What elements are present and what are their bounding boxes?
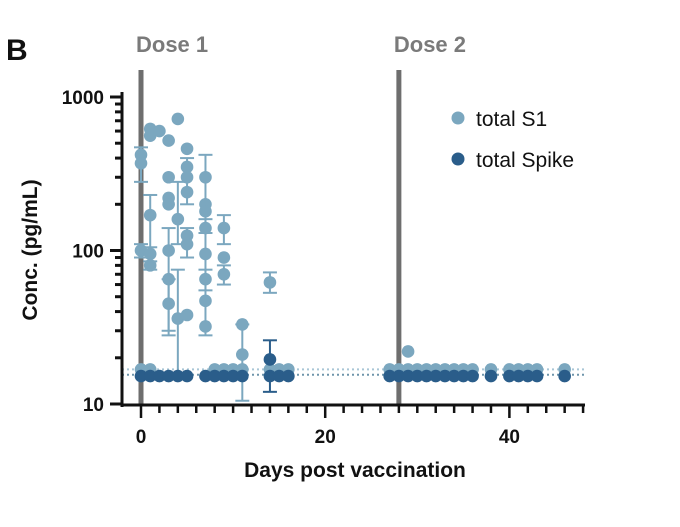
data-point-total-s1 xyxy=(180,160,194,174)
data-point-total-spike xyxy=(236,369,249,383)
data-point-total-s1 xyxy=(171,212,185,226)
dose-label-1: Dose 1 xyxy=(136,32,208,57)
data-point-total-spike xyxy=(457,369,470,383)
panel-label: B xyxy=(6,34,28,67)
data-point-total-s1 xyxy=(199,247,212,261)
data-point-total-spike xyxy=(226,369,240,383)
data-point-total-spike xyxy=(503,369,516,383)
data-point-total-s1 xyxy=(180,185,194,199)
data-point-total-s1 xyxy=(236,348,249,361)
data-point-total-s1 xyxy=(162,170,175,184)
data-point-total-s1 xyxy=(180,308,194,322)
data-point-total-spike xyxy=(217,369,231,383)
data-point-total-s1 xyxy=(199,205,212,218)
dose-markers: Dose 1 Dose 2 xyxy=(136,32,466,405)
data-point-total-spike xyxy=(153,369,166,383)
data-point-total-spike xyxy=(429,369,443,383)
data-point-total-s1 xyxy=(153,124,166,138)
data-point-total-s1 xyxy=(143,208,157,222)
legend: total S1 total Spike xyxy=(451,108,574,172)
data-point-total-s1 xyxy=(171,112,185,126)
data-point-total-spike xyxy=(438,369,452,383)
data-point-total-spike xyxy=(272,369,286,383)
data-point-total-spike xyxy=(171,369,185,383)
data-point-total-spike xyxy=(162,369,175,383)
x-tick-label: 0 xyxy=(136,427,147,448)
y-ticks: 10 100 1000 xyxy=(62,88,122,416)
data-point-total-s1 xyxy=(143,247,157,261)
data-point-total-s1 xyxy=(180,170,194,184)
data-point-total-s1 xyxy=(217,267,231,281)
data-point-total-spike xyxy=(530,369,544,383)
data-point-total-spike xyxy=(143,369,157,383)
data-point-total-spike xyxy=(484,369,498,383)
legend-label-total-s1: total S1 xyxy=(476,108,547,131)
data-point-total-s1 xyxy=(180,237,194,251)
data-point-total-spike xyxy=(420,369,433,383)
x-tick-label: 20 xyxy=(315,427,336,448)
data-point-total-s1 xyxy=(180,142,194,156)
data-point-total-s1 xyxy=(199,272,212,286)
x-axis: 0 20 40 xyxy=(120,403,585,448)
x-tick-label: 40 xyxy=(499,427,520,448)
data-point-total-spike xyxy=(512,369,525,383)
data-point-total-s1 xyxy=(162,134,175,147)
data-point-total-spike xyxy=(199,369,212,383)
y-axis: 10 100 1000 xyxy=(62,88,124,416)
data-point-total-spike xyxy=(263,369,277,383)
data-points xyxy=(134,112,571,383)
data-point-total-s1 xyxy=(162,297,175,311)
data-point-total-s1 xyxy=(217,221,231,235)
data-point-total-spike xyxy=(401,369,415,383)
x-axis-label: Days post vaccination xyxy=(244,459,466,482)
data-point-total-s1 xyxy=(401,345,415,358)
data-point-total-s1 xyxy=(263,276,277,289)
legend-marker-total-spike xyxy=(451,152,465,166)
data-point-total-s1 xyxy=(217,251,231,264)
data-point-total-spike xyxy=(208,369,221,383)
legend-label-total-spike: total Spike xyxy=(476,149,574,172)
dose-label-2: Dose 2 xyxy=(394,32,466,57)
x-ticks: 0 20 40 xyxy=(136,405,585,448)
data-point-total-spike xyxy=(134,369,148,383)
data-point-total-spike xyxy=(521,369,535,383)
data-point-total-s1 xyxy=(143,259,157,272)
data-point-total-s1 xyxy=(199,294,212,308)
data-point-total-spike xyxy=(180,369,194,383)
y-tick-label: 10 xyxy=(83,395,104,416)
data-point-total-s1 xyxy=(199,320,212,333)
data-point-total-s1 xyxy=(236,318,249,331)
data-point-total-spike xyxy=(392,369,406,383)
data-point-total-spike xyxy=(447,369,461,383)
y-tick-label: 100 xyxy=(72,242,104,263)
data-point-total-spike xyxy=(558,369,571,383)
y-axis-label: Conc. (pg/mL) xyxy=(19,179,42,320)
data-point-total-spike xyxy=(466,369,479,383)
legend-marker-total-s1 xyxy=(451,111,465,125)
data-point-total-s1 xyxy=(199,170,212,184)
data-point-total-s1 xyxy=(162,197,175,211)
data-point-total-s1 xyxy=(199,221,212,235)
y-tick-label: 1000 xyxy=(62,88,104,109)
data-point-total-spike xyxy=(263,353,277,366)
data-point-total-s1 xyxy=(134,156,148,170)
data-point-total-spike xyxy=(282,369,295,383)
data-point-total-s1 xyxy=(162,244,175,257)
data-point-total-spike xyxy=(383,369,396,383)
data-point-total-s1 xyxy=(162,272,175,286)
data-point-total-spike xyxy=(411,369,424,383)
